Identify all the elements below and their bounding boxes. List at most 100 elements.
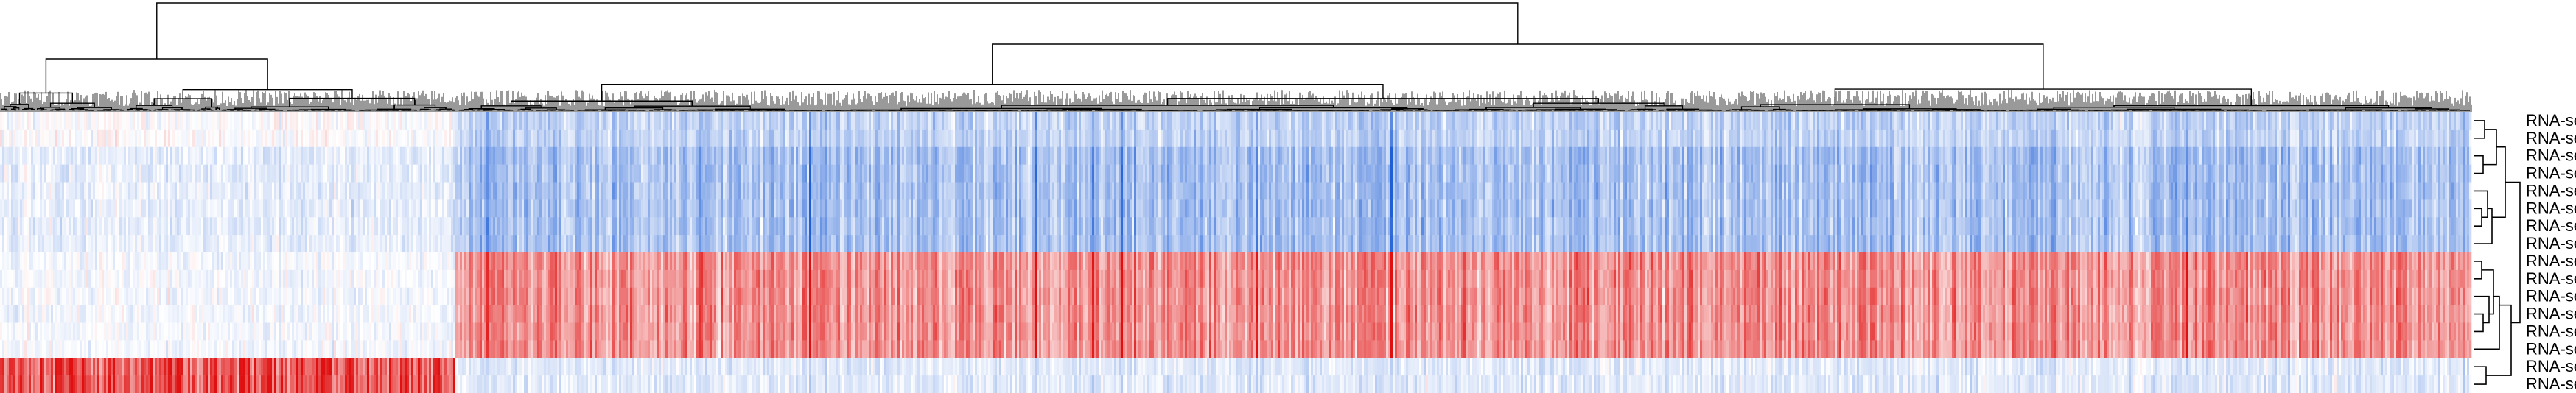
heatmap-cell	[243, 199, 245, 217]
heatmap-cell	[329, 323, 332, 341]
heatmap-cell	[44, 235, 46, 252]
heatmap-cell	[303, 270, 305, 288]
heatmap-cell	[15, 288, 18, 305]
heatmap-cell	[62, 147, 64, 165]
heatmap-cell	[161, 130, 164, 147]
heatmap-cell	[186, 252, 188, 270]
heatmap-cell	[170, 217, 172, 235]
heatmap-cell	[164, 183, 166, 200]
heatmap-cell	[347, 288, 349, 305]
heatmap-cell	[53, 217, 55, 235]
heatmap-cell	[106, 270, 108, 288]
heatmap-cell	[44, 252, 46, 270]
heatmap-cell	[91, 340, 93, 358]
heatmap-cell	[153, 130, 155, 147]
heatmap-cell	[252, 217, 254, 235]
heatmap-cell	[298, 288, 301, 305]
heatmap-cell	[183, 270, 186, 288]
heatmap-cell	[256, 252, 259, 270]
heatmap-cell	[115, 323, 117, 341]
heatmap-cell	[234, 165, 237, 183]
heatmap-cell	[199, 165, 201, 183]
heatmap-cell	[75, 288, 77, 305]
heatmap-cell	[35, 147, 38, 165]
heatmap-cell	[95, 147, 97, 165]
heatmap-cell	[157, 130, 159, 147]
heatmap-cell	[318, 112, 321, 130]
heatmap-cell	[272, 323, 274, 341]
heatmap-cell	[309, 183, 312, 200]
heatmap-cell	[4, 147, 7, 165]
heatmap-cell	[245, 340, 248, 358]
heatmap-cell	[57, 147, 60, 165]
heatmap-cell	[99, 305, 102, 323]
heatmap-cell	[281, 252, 283, 270]
heatmap-cell	[106, 217, 108, 235]
heatmap-cell	[44, 358, 46, 375]
heatmap-cell	[272, 183, 274, 200]
heatmap-cell	[272, 270, 274, 288]
heatmap-cell	[179, 199, 181, 217]
heatmap-cell	[239, 252, 241, 270]
heatmap-cell	[177, 217, 179, 235]
heatmap-cell	[312, 358, 314, 375]
heatmap-cell	[108, 270, 111, 288]
heatmap-cell	[124, 340, 126, 358]
heatmap-cell	[119, 270, 122, 288]
heatmap-cell	[305, 340, 307, 358]
heatmap-cell	[146, 147, 148, 165]
heatmap-cell	[82, 375, 84, 393]
heatmap-cell	[166, 147, 168, 165]
heatmap-cell	[210, 323, 212, 341]
heatmap-cell	[321, 270, 323, 288]
heatmap-cell	[201, 183, 203, 200]
heatmap-cell	[155, 252, 157, 270]
heatmap-cell	[159, 323, 161, 341]
heatmap-cell	[18, 375, 20, 393]
heatmap-cell	[57, 375, 60, 393]
heatmap-cell	[281, 358, 283, 375]
heatmap-cell	[305, 183, 307, 200]
heatmap-cell	[301, 165, 303, 183]
heatmap-cell	[230, 147, 232, 165]
heatmap-cell	[190, 199, 192, 217]
heatmap-cell	[170, 147, 172, 165]
heatmap-cell	[312, 147, 314, 165]
heatmap-cell	[64, 323, 66, 341]
heatmap-cell	[51, 130, 53, 147]
heatmap-cell	[325, 358, 327, 375]
heatmap-cell	[168, 183, 170, 200]
heatmap-cell	[71, 323, 73, 341]
heatmap-cell	[309, 340, 312, 358]
heatmap-cell	[190, 147, 192, 165]
heatmap-cell	[265, 358, 267, 375]
heatmap-cell	[338, 165, 340, 183]
heatmap-cell	[122, 305, 124, 323]
heatmap-cell	[24, 147, 27, 165]
heatmap-cell	[298, 252, 301, 270]
heatmap-cell	[279, 130, 281, 147]
heatmap-cell	[139, 183, 141, 200]
heatmap-cell	[175, 183, 177, 200]
heatmap-cell	[124, 130, 126, 147]
heatmap-cell	[254, 147, 256, 165]
heatmap-cell	[179, 323, 181, 341]
heatmap-cell	[33, 375, 35, 393]
heatmap-cell	[245, 358, 248, 375]
column-dendrogram-link	[993, 44, 2043, 89]
heatmap-cell	[230, 288, 232, 305]
heatmap-cell	[27, 217, 29, 235]
heatmap-cell	[66, 252, 69, 270]
heatmap-cell	[170, 183, 172, 200]
heatmap-cell	[60, 358, 62, 375]
heatmap-cell	[146, 358, 148, 375]
heatmap-cell	[60, 288, 62, 305]
heatmap-cell	[332, 270, 334, 288]
heatmap-cell	[281, 270, 283, 288]
heatmap-cell	[161, 358, 164, 375]
heatmap-cell	[276, 323, 279, 341]
heatmap-cell	[217, 358, 219, 375]
heatmap-cell	[137, 305, 139, 323]
heatmap-cell	[234, 112, 237, 130]
heatmap-cell	[95, 217, 97, 235]
